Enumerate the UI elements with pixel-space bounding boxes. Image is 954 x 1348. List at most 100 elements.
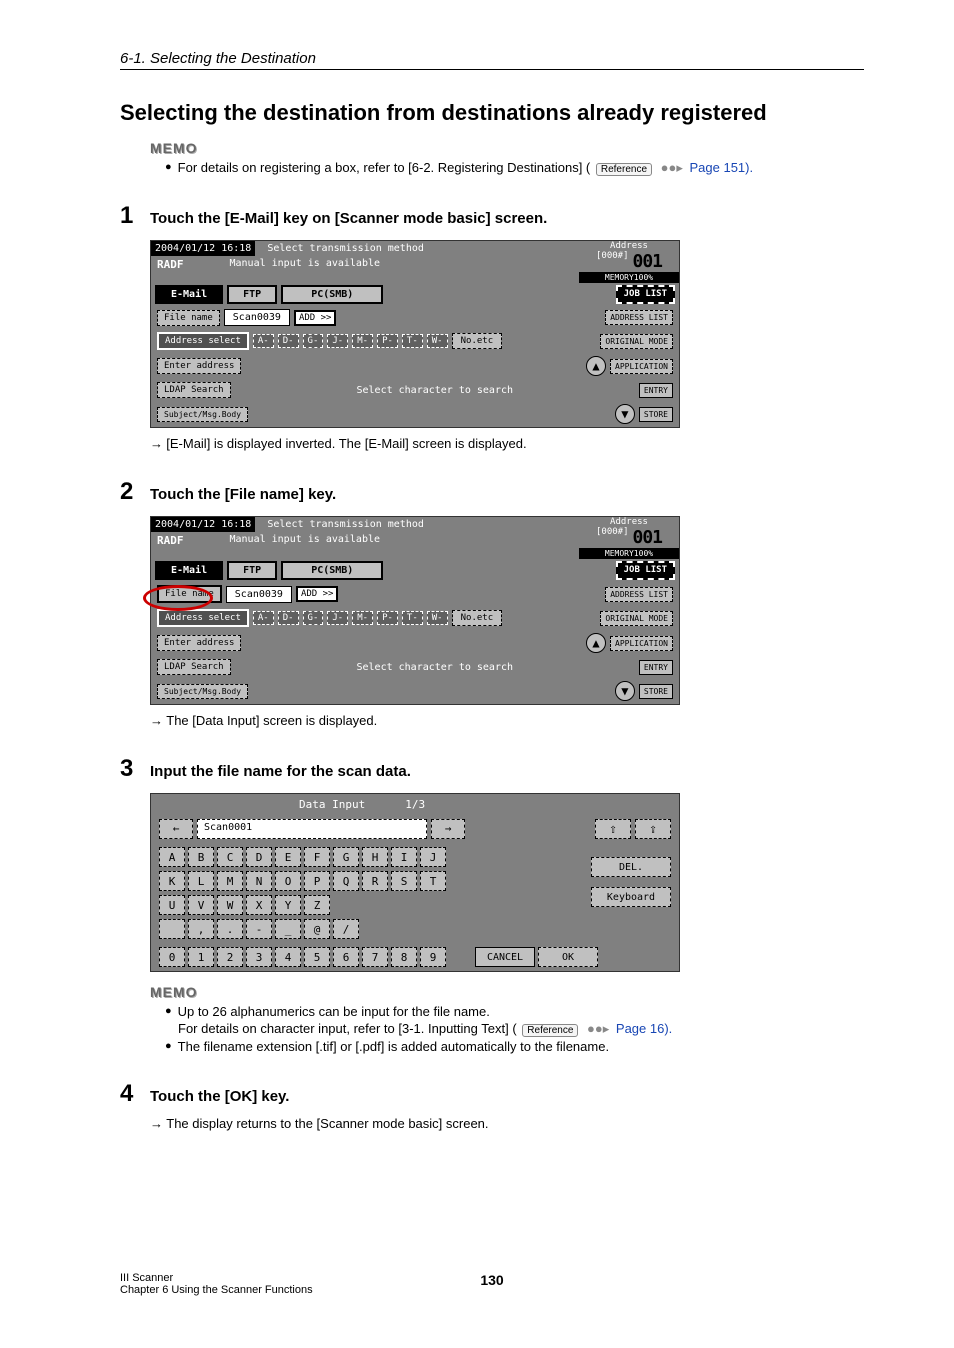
scroll-up-icon[interactable]: ▲	[586, 633, 606, 653]
key-button[interactable]: Y	[275, 895, 301, 915]
key-button[interactable]: P	[304, 871, 330, 891]
letter-button[interactable]: J-	[327, 611, 348, 625]
letter-button[interactable]: G-	[303, 334, 324, 348]
key-button[interactable]: F	[304, 847, 330, 867]
key-button[interactable]: H	[362, 847, 388, 867]
key-button[interactable]: V	[188, 895, 214, 915]
key-button[interactable]: C	[217, 847, 243, 867]
key-button[interactable]: M	[217, 871, 243, 891]
key-button[interactable]: X	[246, 895, 272, 915]
entry-button[interactable]: ENTRY	[639, 383, 673, 398]
letter-button[interactable]: T-	[402, 334, 423, 348]
tab-ftp[interactable]: FTP	[227, 561, 277, 580]
letter-button[interactable]: W-	[427, 611, 448, 625]
letter-button[interactable]: P-	[377, 611, 398, 625]
letter-button[interactable]: W-	[427, 334, 448, 348]
letter-button[interactable]: D-	[278, 334, 299, 348]
key-button[interactable]: U	[159, 895, 185, 915]
no-etc-button[interactable]: No.etc	[452, 333, 503, 349]
keyboard-input[interactable]: Scan0001	[197, 819, 427, 839]
subject-body-button[interactable]: Subject/Msg.Body	[157, 407, 248, 422]
nav-right-button[interactable]: →	[431, 819, 465, 839]
enter-address-button[interactable]: Enter address	[157, 635, 241, 651]
letter-button[interactable]: P-	[377, 334, 398, 348]
scroll-down-icon[interactable]: ▼	[615, 404, 635, 424]
caps-button[interactable]: ⇪	[635, 819, 671, 839]
key-button[interactable]: S	[391, 871, 417, 891]
key-button[interactable]: 6	[333, 947, 359, 967]
cancel-button[interactable]: CANCEL	[475, 947, 535, 967]
nav-left-button[interactable]: ←	[159, 819, 193, 839]
store-button[interactable]: STORE	[639, 407, 673, 422]
key-button[interactable]: 9	[420, 947, 446, 967]
key-button[interactable]: W	[217, 895, 243, 915]
key-button[interactable]: K	[159, 871, 185, 891]
key-button[interactable]: 5	[304, 947, 330, 967]
tab-pc[interactable]: PC(SMB)	[281, 561, 383, 580]
key-button[interactable]: 2	[217, 947, 243, 967]
letter-button[interactable]: T-	[402, 611, 423, 625]
ldap-search-button[interactable]: LDAP Search	[157, 382, 231, 398]
page-link[interactable]: Page 151).	[690, 160, 754, 175]
key-button[interactable]: Q	[333, 871, 359, 891]
key-button[interactable]: 7	[362, 947, 388, 967]
key-button[interactable]: A	[159, 847, 185, 867]
ok-button[interactable]: OK	[538, 947, 598, 967]
key-button[interactable]: R	[362, 871, 388, 891]
key-button[interactable]: _	[275, 919, 301, 939]
letter-button[interactable]: A-	[253, 334, 274, 348]
key-button[interactable]: 1	[188, 947, 214, 967]
add-button[interactable]: ADD >>	[296, 586, 339, 602]
key-button[interactable]: B	[188, 847, 214, 867]
tab-email[interactable]: E-Mail	[155, 285, 223, 304]
original-mode-button[interactable]: ORIGINAL MODE	[600, 611, 673, 626]
scroll-down-icon[interactable]: ▼	[615, 681, 635, 701]
job-list-button[interactable]: JOB LIST	[616, 285, 675, 304]
letter-button[interactable]: M-	[352, 611, 373, 625]
key-button[interactable]: 4	[275, 947, 301, 967]
key-button[interactable]: L	[188, 871, 214, 891]
del-button[interactable]: DEL.	[591, 857, 671, 877]
letter-button[interactable]: M-	[352, 334, 373, 348]
letter-button[interactable]: J-	[327, 334, 348, 348]
key-button[interactable]: D	[246, 847, 272, 867]
scroll-up-icon[interactable]: ▲	[586, 356, 606, 376]
address-select-button[interactable]: Address select	[157, 609, 249, 627]
store-button[interactable]: STORE	[639, 684, 673, 699]
job-list-button[interactable]: JOB LIST	[616, 561, 675, 580]
key-button[interactable]: I	[391, 847, 417, 867]
key-button[interactable]: Z	[304, 895, 330, 915]
tab-pc[interactable]: PC(SMB)	[281, 285, 383, 304]
key-button[interactable]	[159, 919, 185, 939]
page-link[interactable]: Page 16).	[616, 1021, 672, 1036]
ldap-search-button[interactable]: LDAP Search	[157, 659, 231, 675]
key-button[interactable]: T	[420, 871, 446, 891]
keyboard-button[interactable]: Keyboard	[591, 887, 671, 907]
address-list-button[interactable]: ADDRESS LIST	[605, 310, 673, 325]
address-list-button[interactable]: ADDRESS LIST	[605, 587, 673, 602]
no-etc-button[interactable]: No.etc	[452, 610, 503, 626]
filename-button[interactable]: File name	[157, 310, 220, 326]
entry-button[interactable]: ENTRY	[639, 660, 673, 675]
key-button[interactable]: O	[275, 871, 301, 891]
key-button[interactable]: .	[217, 919, 243, 939]
key-button[interactable]: -	[246, 919, 272, 939]
shift-up-button[interactable]: ⇧	[595, 819, 631, 839]
key-button[interactable]: N	[246, 871, 272, 891]
enter-address-button[interactable]: Enter address	[157, 358, 241, 374]
address-select-button[interactable]: Address select	[157, 332, 249, 350]
key-button[interactable]: @	[304, 919, 330, 939]
application-button[interactable]: APPLICATION	[610, 636, 673, 651]
letter-button[interactable]: D-	[278, 611, 299, 625]
tab-email[interactable]: E-Mail	[155, 561, 223, 580]
key-button[interactable]: 3	[246, 947, 272, 967]
key-button[interactable]: G	[333, 847, 359, 867]
tab-ftp[interactable]: FTP	[227, 285, 277, 304]
key-button[interactable]: ,	[188, 919, 214, 939]
filename-button[interactable]: File name	[157, 585, 222, 603]
key-button[interactable]: 0	[159, 947, 185, 967]
key-button[interactable]: 8	[391, 947, 417, 967]
key-button[interactable]: /	[333, 919, 359, 939]
original-mode-button[interactable]: ORIGINAL MODE	[600, 334, 673, 349]
letter-button[interactable]: G-	[303, 611, 324, 625]
